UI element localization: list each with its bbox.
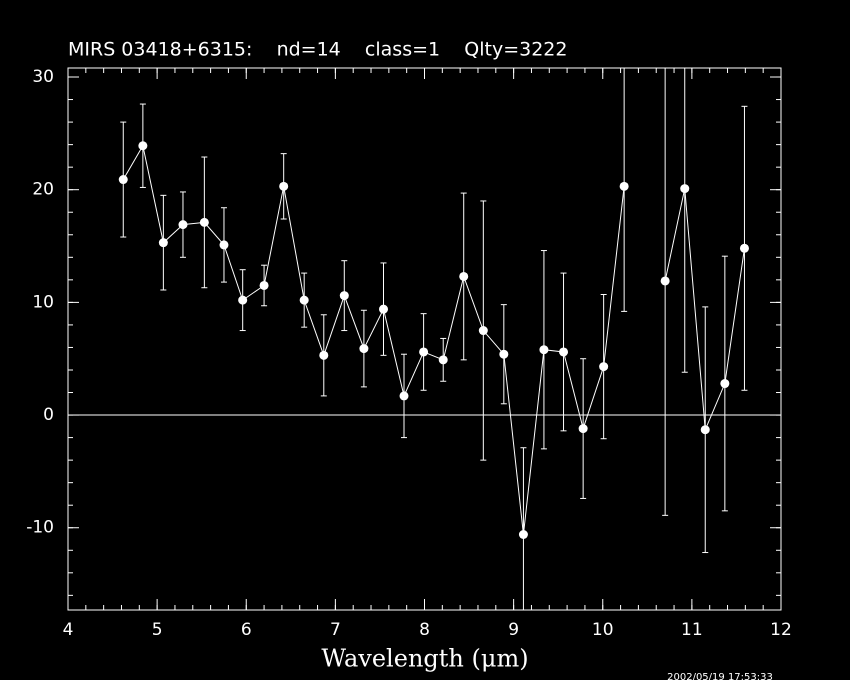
plot-area xyxy=(118,68,749,610)
data-point xyxy=(478,326,488,336)
data-point xyxy=(259,280,269,290)
x-tick-label: 8 xyxy=(419,620,430,640)
x-tick-label: 9 xyxy=(508,620,519,640)
y-tick-label: 20 xyxy=(32,180,54,200)
chart-title: MIRS 03418+6315: nd=14 class=1 Qlty=3222 xyxy=(68,39,567,61)
data-point xyxy=(319,350,329,360)
timestamp: 2002/05/19 17:53:33 xyxy=(667,672,773,680)
data-point xyxy=(739,243,749,253)
x-tick-label: 12 xyxy=(770,620,792,640)
data-point xyxy=(178,220,188,230)
x-axis-label: Wavelength (μm) xyxy=(321,645,528,673)
data-point xyxy=(599,362,609,372)
data-point xyxy=(700,425,710,435)
data-point xyxy=(578,424,588,434)
plot-frame xyxy=(67,67,782,611)
y-tick-label: 0 xyxy=(43,405,54,425)
y-tick-label: 30 xyxy=(32,67,54,87)
data-point xyxy=(438,355,448,365)
data-point xyxy=(379,304,389,314)
data-point xyxy=(138,141,148,151)
data-point xyxy=(158,238,168,248)
y-tick-label: -10 xyxy=(26,518,54,538)
data-point xyxy=(559,347,569,357)
data-point xyxy=(399,391,409,401)
data-point xyxy=(279,181,289,191)
x-tick-label: 4 xyxy=(63,620,74,640)
data-point xyxy=(518,530,528,540)
data-point xyxy=(118,175,128,185)
data-point xyxy=(720,379,730,389)
x-tick-label: 5 xyxy=(152,620,163,640)
data-point xyxy=(199,217,209,227)
y-tick-label: 10 xyxy=(32,292,54,312)
data-point xyxy=(359,344,369,354)
data-point xyxy=(339,291,349,301)
data-point xyxy=(680,184,690,194)
data-point xyxy=(660,276,670,286)
x-tick-label: 7 xyxy=(330,620,341,640)
data-point xyxy=(499,349,509,359)
data-point xyxy=(299,295,309,305)
data-point xyxy=(219,240,229,250)
data-point xyxy=(238,295,248,305)
data-point xyxy=(619,181,629,191)
x-tick-label: 10 xyxy=(592,620,614,640)
x-tick-label: 11 xyxy=(681,620,703,640)
x-tick-label: 6 xyxy=(241,620,252,640)
data-point xyxy=(419,347,429,357)
data-point xyxy=(539,345,549,355)
data-point xyxy=(459,271,469,281)
data-line xyxy=(122,144,745,535)
